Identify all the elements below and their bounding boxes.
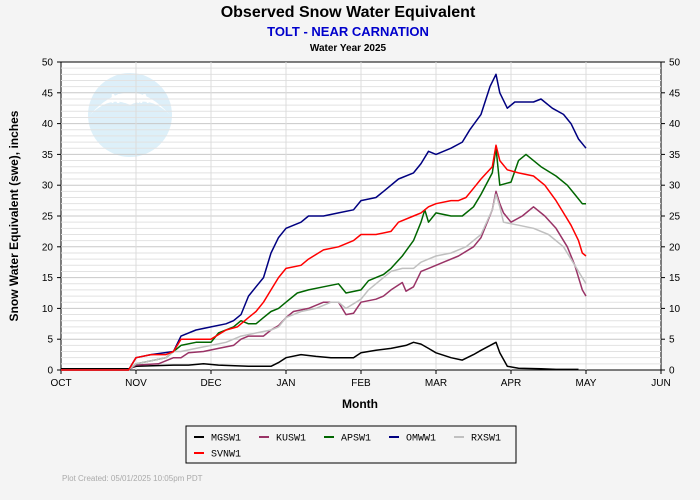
noaa-logo: NOAA: [88, 73, 172, 157]
y-tick-label-right: 25: [669, 212, 681, 223]
x-tick-label-may: MAY: [576, 378, 597, 389]
series-line-kusw1: [61, 190, 587, 371]
y-tick-label-left: 45: [42, 88, 54, 99]
x-axis-label: Month: [342, 397, 378, 411]
x-tick-label-nov: NOV: [125, 378, 147, 389]
y-tick-label-left: 30: [42, 181, 54, 192]
series-line-rxsw1: [61, 193, 587, 371]
y-tick-label-left: 0: [47, 366, 53, 377]
legend-label-omww1: OMWW1: [406, 434, 436, 445]
x-axis: OCT NOV DEC JAN FEB MAR APR MAY JUN: [50, 370, 671, 389]
x-tick-label-feb: FEB: [351, 378, 371, 389]
series-line-svnw1: [61, 144, 587, 371]
y-tick-label-right: 15: [669, 273, 681, 284]
x-tick-label-oct: OCT: [50, 378, 71, 389]
y-tick-label-left: 35: [42, 150, 54, 161]
y-tick-label-left: 40: [42, 119, 54, 130]
x-tick-label-dec: DEC: [200, 378, 221, 389]
y-tick-label-left: 10: [42, 304, 54, 315]
x-tick-label-apr: APR: [501, 378, 522, 389]
y-tick-label-left: 50: [42, 58, 54, 69]
y-axis-right: 0 5 10 15 20 25 30 35 40 45 50: [661, 58, 681, 377]
y-axis-label: Snow Water Equivalent (swe), inches: [7, 110, 21, 321]
series-line-omww1: [61, 73, 587, 371]
legend-label-kusw1: KUSW1: [276, 434, 306, 445]
legend-label-svnw1: SVNW1: [211, 450, 241, 461]
y-tick-label-right: 40: [669, 119, 681, 130]
legend-label-apsw1: APSW1: [341, 434, 371, 445]
series-line-apsw1: [61, 147, 586, 371]
legend-label-rxsw1: RXSW1: [471, 434, 501, 445]
x-tick-label-jan: JAN: [277, 378, 296, 389]
chart-subtitle: TOLT - NEAR CARNATION: [267, 24, 429, 39]
series-lines: [61, 73, 587, 371]
legend-label-mgsw1: MGSW1: [211, 434, 241, 445]
y-tick-label-right: 45: [669, 88, 681, 99]
x-tick-label-mar: MAR: [425, 378, 447, 389]
y-axis-left: 0 5 10 15 20 25 30 35 40 45 50: [42, 58, 61, 377]
y-tick-label-right: 50: [669, 58, 681, 69]
y-tick-label-left: 5: [47, 335, 53, 346]
y-tick-label-left: 15: [42, 273, 54, 284]
y-tick-label-left: 20: [42, 242, 54, 253]
y-tick-label-right: 0: [669, 366, 675, 377]
grid-lines: [61, 62, 661, 370]
y-tick-label-right: 10: [669, 304, 681, 315]
y-tick-label-right: 20: [669, 242, 681, 253]
y-tick-label-right: 5: [669, 335, 675, 346]
legend-items: MGSW1 KUSW1 APSW1 OMWW1 RXSW1 SVNW1: [194, 434, 501, 461]
legend: [185, 425, 517, 464]
y-tick-label-right: 35: [669, 150, 681, 161]
plot-created-footer: Plot Created: 05/01/2025 10:05pm PDT: [62, 474, 203, 483]
y-tick-label-left: 25: [42, 212, 54, 223]
series-line-mgsw1: [61, 341, 579, 371]
chart-subtitle-2: Water Year 2025: [310, 43, 387, 54]
x-tick-label-jun: JUN: [651, 378, 670, 389]
y-tick-label-right: 30: [669, 181, 681, 192]
chart-title: Observed Snow Water Equivalent: [221, 4, 476, 21]
